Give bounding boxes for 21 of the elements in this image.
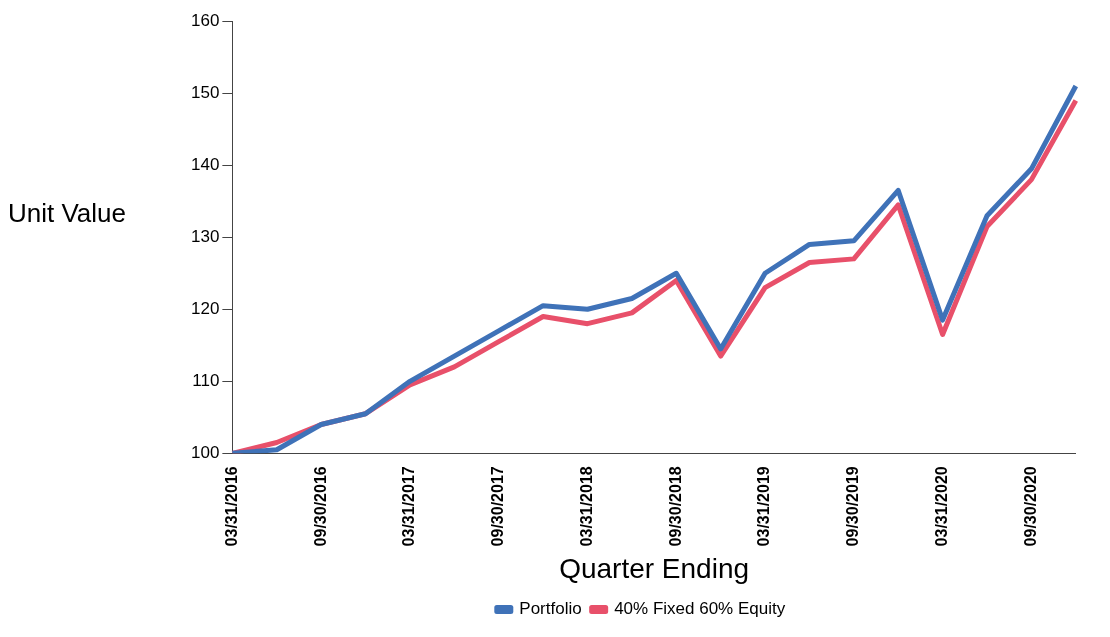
x-tick-label: 09/30/2019: [844, 466, 862, 547]
x-tick-label: 09/30/2017: [489, 466, 507, 547]
x-tick-label: 03/31/2016: [222, 466, 240, 547]
y-tick-label: 150: [190, 82, 220, 102]
x-tick-label: 03/31/2020: [933, 466, 951, 547]
y-tick-label: 120: [190, 298, 220, 318]
legend-label: Portfolio: [519, 599, 582, 619]
x-tick-label: 03/31/2019: [755, 466, 773, 547]
y-tick-label: 140: [190, 154, 220, 174]
x-tick-label: 03/31/2018: [577, 466, 595, 547]
x-tick-label: 09/30/2018: [666, 466, 684, 547]
x-tick-label: 09/30/2016: [311, 466, 329, 547]
x-tick-label: 03/31/2017: [400, 466, 418, 547]
y-tick-label: 160: [190, 10, 220, 30]
y-tick-label: 110: [192, 370, 220, 390]
legend-label: 40% Fixed 60% Equity: [614, 599, 786, 619]
x-tick-label: 09/30/2020: [1021, 466, 1039, 547]
x-axis-title: Quarter Ending: [559, 552, 750, 584]
y-axis-title: Unit Value: [8, 197, 128, 229]
y-tick-label: 100: [190, 443, 220, 463]
y-tick-label: 130: [190, 226, 220, 246]
